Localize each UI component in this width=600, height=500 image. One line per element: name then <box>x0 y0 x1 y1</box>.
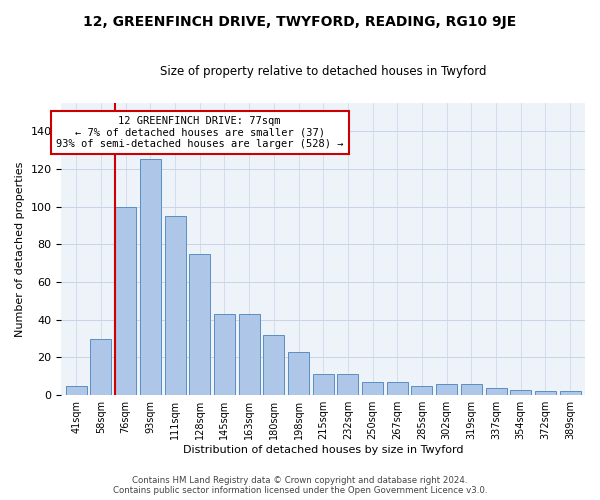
Title: Size of property relative to detached houses in Twyford: Size of property relative to detached ho… <box>160 65 487 78</box>
X-axis label: Distribution of detached houses by size in Twyford: Distribution of detached houses by size … <box>183 445 463 455</box>
Bar <box>115 206 136 395</box>
Bar <box>263 335 284 395</box>
Bar <box>535 392 556 395</box>
Bar <box>189 254 210 395</box>
Bar <box>239 314 260 395</box>
Bar <box>91 338 112 395</box>
Bar <box>436 384 457 395</box>
Bar <box>164 216 185 395</box>
Bar <box>560 392 581 395</box>
Bar <box>214 314 235 395</box>
Text: Contains HM Land Registry data © Crown copyright and database right 2024.
Contai: Contains HM Land Registry data © Crown c… <box>113 476 487 495</box>
Bar <box>412 386 433 395</box>
Bar <box>337 374 358 395</box>
Bar <box>288 352 309 395</box>
Bar <box>140 160 161 395</box>
Bar <box>66 386 87 395</box>
Text: 12, GREENFINCH DRIVE, TWYFORD, READING, RG10 9JE: 12, GREENFINCH DRIVE, TWYFORD, READING, … <box>83 15 517 29</box>
Bar <box>362 382 383 395</box>
Text: 12 GREENFINCH DRIVE: 77sqm
← 7% of detached houses are smaller (37)
93% of semi-: 12 GREENFINCH DRIVE: 77sqm ← 7% of detac… <box>56 116 343 149</box>
Bar <box>510 390 531 395</box>
Bar <box>461 384 482 395</box>
Y-axis label: Number of detached properties: Number of detached properties <box>15 162 25 336</box>
Bar <box>485 388 506 395</box>
Bar <box>387 382 408 395</box>
Bar <box>313 374 334 395</box>
